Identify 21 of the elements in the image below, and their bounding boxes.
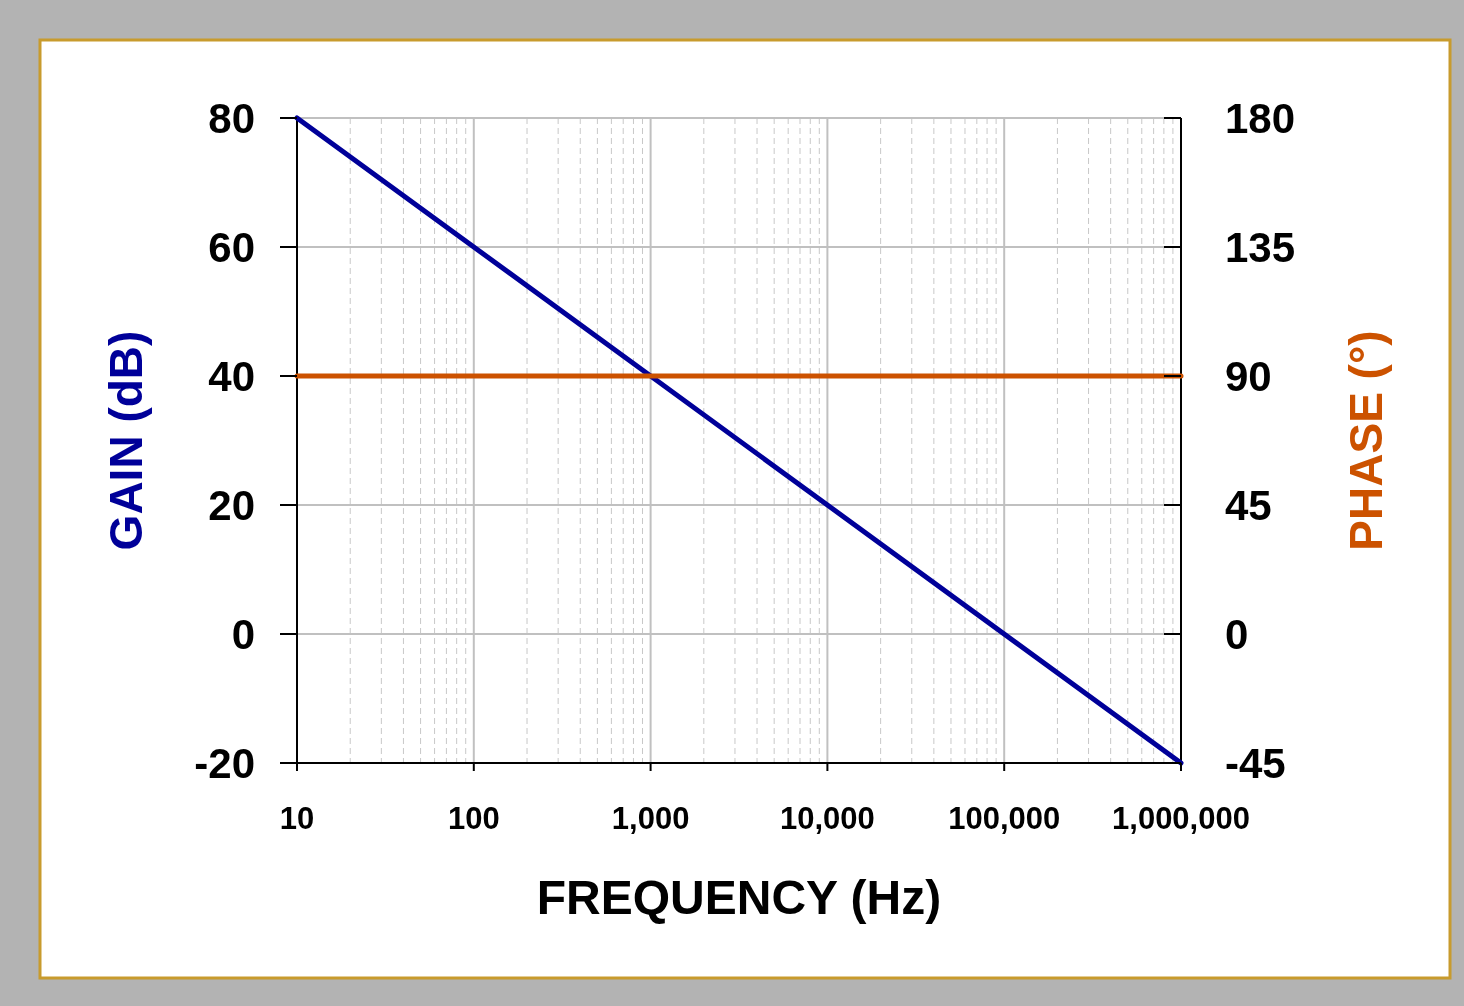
y2-tick-label: 180 [1225, 95, 1296, 142]
y-tick-label: 0 [231, 611, 255, 658]
y2-tick-label: 0 [1225, 611, 1249, 658]
y-tick-label: 20 [208, 482, 255, 529]
y2-tick-label: -45 [1225, 740, 1286, 787]
x-tick-label: 1,000 [611, 801, 690, 836]
y-tick-label: 80 [208, 95, 255, 142]
x-tick-label: 10 [279, 801, 315, 836]
x-tick-label: 100,000 [948, 801, 1061, 836]
y-tick-label: -20 [194, 740, 255, 787]
x-tick-label: 1,000,000 [1112, 801, 1250, 836]
y2-tick-label: 90 [1225, 353, 1272, 400]
y-tick-label: 40 [208, 353, 255, 400]
y2-tick-label: 45 [1225, 482, 1272, 529]
y2-tick-label: 135 [1225, 224, 1296, 271]
y-axis-title: GAIN (dB) [100, 330, 152, 551]
y-tick-label: 60 [208, 224, 255, 271]
x-axis-title: FREQUENCY (Hz) [536, 871, 942, 924]
x-tick-label: 100 [447, 801, 500, 836]
x-tick-label: 10,000 [779, 801, 875, 836]
y2-axis-title: PHASE (°) [1340, 330, 1392, 551]
